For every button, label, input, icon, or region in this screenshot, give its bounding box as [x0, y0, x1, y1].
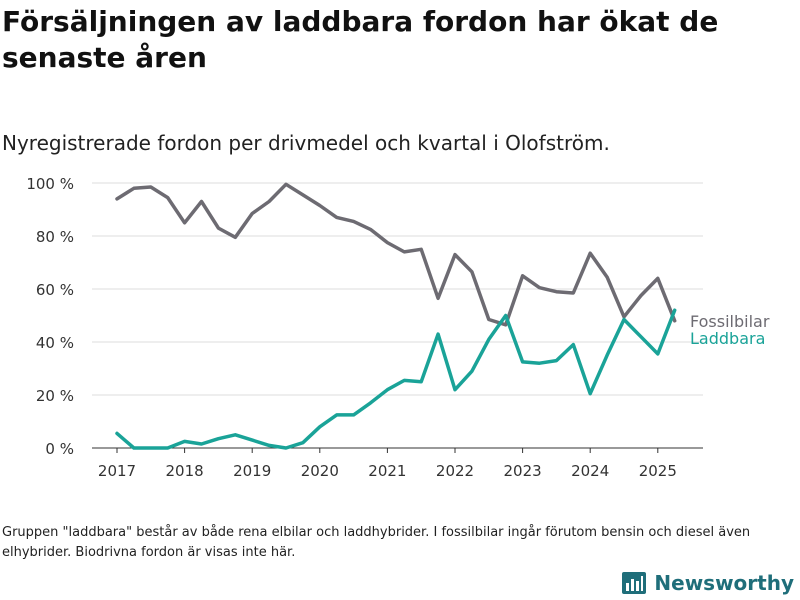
x-tick-label: 2018 — [166, 462, 204, 480]
brand-logo[interactable]: Newsworthy — [622, 567, 794, 599]
series-line-laddbara — [115, 308, 677, 450]
y-tick-label: 80 % — [36, 228, 74, 246]
y-tick-label: 20 % — [36, 387, 74, 405]
brand-name: Newsworthy — [654, 571, 794, 595]
x-tick-label: 2022 — [436, 462, 474, 480]
y-tick-label: 60 % — [36, 281, 74, 299]
x-tick-label: 2019 — [233, 462, 271, 480]
chart-title: Försäljningen av laddbara fordon har öka… — [2, 5, 719, 74]
series-line-fossilbilar — [115, 182, 677, 327]
x-tick-label: 2025 — [639, 462, 677, 480]
x-tick-label: 2021 — [368, 462, 406, 480]
series-label-laddbara: Laddbara — [690, 329, 765, 348]
chart-footnote: Gruppen "laddbara" består av både rena e… — [2, 525, 751, 560]
x-tick-label: 2020 — [301, 462, 339, 480]
line-chart: 0 % 20 % 40 % 60 % 80 % 100 % 2017 2018 2019 2020… — [26, 175, 770, 480]
y-tick-label: 40 % — [36, 334, 74, 352]
y-tick-label: 0 % — [45, 440, 74, 458]
series-label-fossilbilar: Fossilbilar — [690, 312, 770, 331]
x-tick-label: 2024 — [571, 462, 609, 480]
chart-subtitle: Nyregistrerade fordon per drivmedel och … — [2, 131, 610, 155]
x-tick-label: 2023 — [504, 462, 542, 480]
newsworthy-logo-icon — [622, 572, 647, 594]
x-tick-label: 2017 — [98, 462, 136, 480]
y-tick-label: 100 % — [26, 175, 74, 193]
